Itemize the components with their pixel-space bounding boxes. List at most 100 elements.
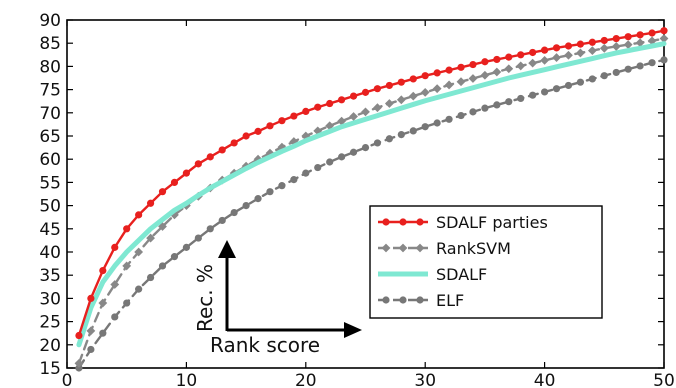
legend-marker <box>399 218 407 226</box>
vertical-arrow-label: Rec. % <box>193 264 217 332</box>
data-point <box>313 126 323 136</box>
data-point <box>600 72 608 80</box>
data-point <box>158 188 167 196</box>
data-point <box>623 40 633 49</box>
data-point <box>541 46 549 54</box>
data-point <box>612 34 620 43</box>
data-point <box>636 31 644 39</box>
legend-marker <box>416 218 424 226</box>
data-point <box>135 211 143 219</box>
data-point <box>218 146 226 154</box>
data-point <box>445 115 453 123</box>
legend-label: SDALF parties <box>436 213 548 232</box>
data-point <box>469 60 477 69</box>
data-point <box>361 107 370 117</box>
series-elf <box>75 56 668 372</box>
data-point <box>456 77 466 87</box>
data-point <box>158 222 167 231</box>
data-point <box>373 139 382 147</box>
data-point <box>529 91 537 99</box>
series-layer <box>74 27 669 372</box>
data-point <box>564 50 573 60</box>
data-point <box>230 208 238 217</box>
data-point <box>421 123 429 131</box>
y-tick-label: 45 <box>39 220 61 240</box>
x-tick-label: 10 <box>176 371 198 388</box>
data-point <box>206 225 214 233</box>
data-point <box>600 36 608 45</box>
data-point <box>349 112 358 121</box>
data-point <box>444 80 454 90</box>
data-point <box>576 40 585 48</box>
data-point <box>624 33 632 41</box>
data-point <box>493 101 501 109</box>
series-sdalf-parties <box>75 27 668 340</box>
legend-marker <box>382 218 390 226</box>
data-point <box>384 99 394 108</box>
data-point <box>182 169 190 177</box>
data-point <box>432 84 442 94</box>
legend-marker <box>399 296 407 304</box>
data-point <box>588 38 596 46</box>
y-tick-label: 85 <box>39 34 61 54</box>
data-point <box>290 176 298 184</box>
data-point <box>290 112 298 120</box>
horizontal-arrow-head-icon <box>344 322 362 338</box>
data-point <box>289 137 299 146</box>
data-point <box>552 85 561 93</box>
data-point <box>504 64 514 74</box>
y-tick-label: 25 <box>39 313 61 333</box>
series-line <box>76 41 667 348</box>
vertical-arrow-head-icon <box>218 240 236 258</box>
legend: SDALF parties RankSVM SDALF ELF <box>369 205 603 319</box>
legend-label: SDALF <box>436 265 487 284</box>
data-point <box>111 243 119 251</box>
legend-marker <box>398 243 408 253</box>
data-point <box>648 59 656 67</box>
data-point <box>74 358 84 368</box>
x-tick-label: 40 <box>534 371 556 388</box>
data-point <box>576 48 585 58</box>
data-point <box>505 98 513 106</box>
data-point <box>420 87 430 97</box>
legend-entry: SDALF parties <box>378 213 548 232</box>
data-point <box>373 85 382 93</box>
legend-marker <box>415 243 425 253</box>
data-point <box>385 81 393 90</box>
data-point <box>373 103 382 113</box>
data-point <box>266 122 274 130</box>
data-point <box>421 72 429 80</box>
data-point <box>587 46 597 56</box>
data-point <box>552 53 561 62</box>
data-point <box>75 364 83 372</box>
data-point <box>170 178 179 186</box>
data-point <box>325 121 335 131</box>
y-tick-label: 80 <box>39 57 61 77</box>
rank-score-annotation: Rec. % Rank score <box>193 240 362 357</box>
data-point <box>481 104 489 112</box>
data-point <box>599 43 609 53</box>
data-point <box>87 294 95 302</box>
data-point <box>242 132 250 140</box>
data-point <box>517 51 525 59</box>
data-point <box>110 280 120 289</box>
horizontal-arrow-label: Rank score <box>210 333 320 357</box>
legend-entry: RankSVM <box>378 239 511 258</box>
y-tick-label: 20 <box>39 336 61 356</box>
data-point <box>541 88 549 96</box>
data-point <box>469 108 477 116</box>
data-point <box>396 95 406 105</box>
y-tick-label: 70 <box>39 104 61 124</box>
data-point <box>564 81 573 90</box>
data-point <box>266 188 274 196</box>
data-point <box>397 78 405 86</box>
data-point <box>493 55 501 64</box>
legend-entry: SDALF <box>378 265 487 284</box>
data-point <box>146 199 155 207</box>
data-point <box>468 74 478 83</box>
data-point <box>326 99 334 108</box>
data-point <box>433 119 441 127</box>
data-point <box>480 70 490 80</box>
y-tick-label: 50 <box>39 197 61 217</box>
data-point <box>135 285 143 293</box>
